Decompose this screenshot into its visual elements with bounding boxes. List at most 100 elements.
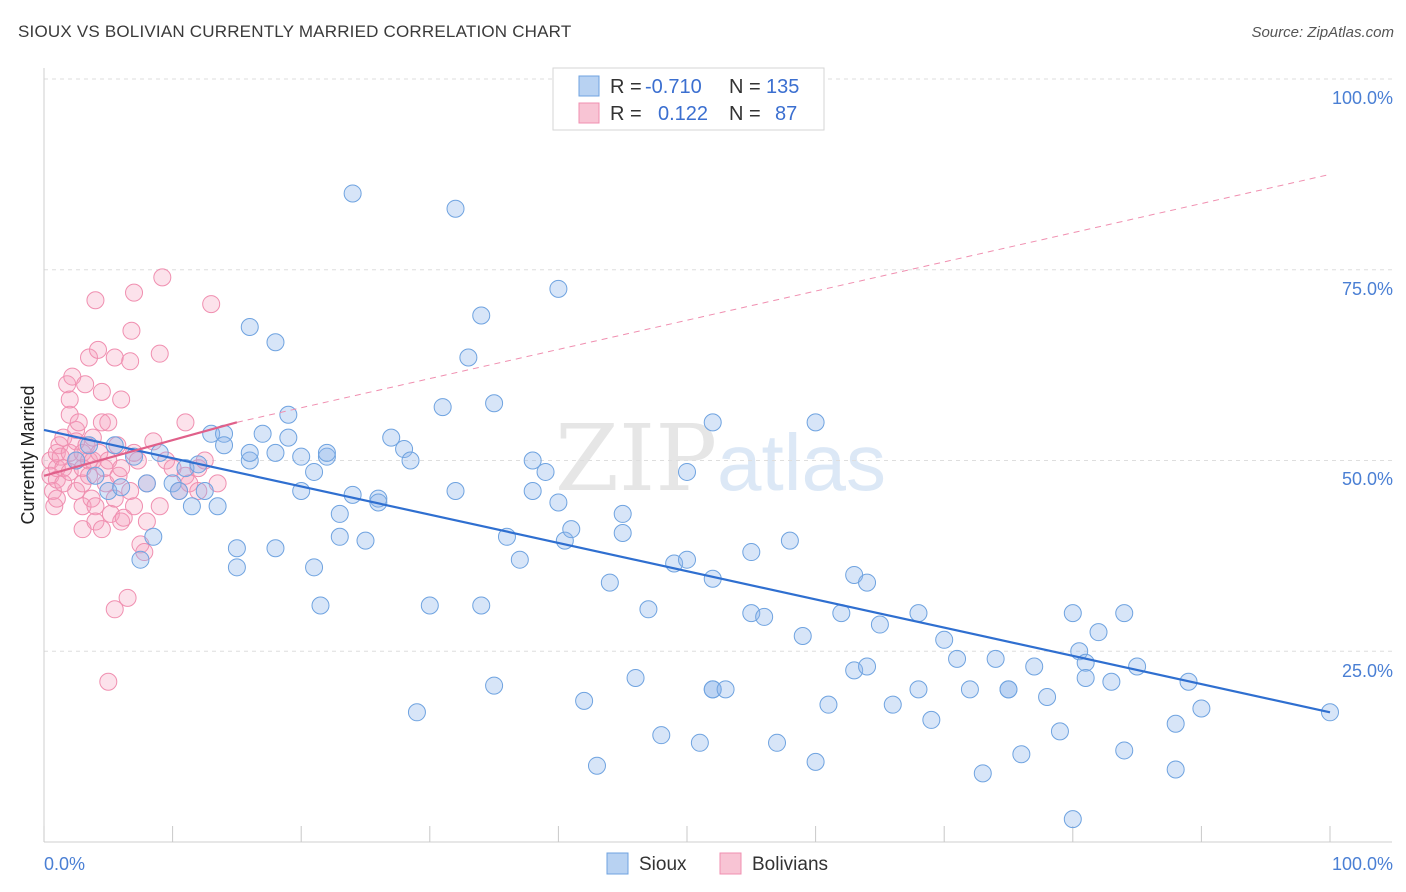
bolivians-point — [76, 375, 95, 394]
y-axis-title: Currently Married — [18, 385, 38, 524]
gridlines — [44, 78, 1392, 652]
sioux-point — [870, 615, 889, 634]
bolivians-point — [89, 340, 108, 359]
sioux-point — [1050, 722, 1069, 741]
sioux-point — [549, 279, 568, 298]
sioux-point — [1128, 657, 1147, 676]
bolivians-point — [105, 348, 124, 367]
sioux-point — [716, 680, 735, 699]
sioux-point — [986, 649, 1005, 668]
sioux-point — [703, 680, 722, 699]
bolivians-point — [92, 413, 111, 432]
sioux-point — [317, 447, 336, 466]
legend-sioux-r-label: R = — [610, 76, 642, 98]
sioux-point — [240, 451, 259, 470]
bolivians-point — [125, 497, 144, 516]
sioux-point — [343, 485, 362, 504]
sioux-point — [858, 657, 877, 676]
bolivians-point — [60, 443, 79, 462]
bolivians-point — [99, 672, 118, 691]
sioux-point — [86, 466, 105, 485]
sioux-point — [240, 317, 259, 336]
sioux-point — [806, 413, 825, 432]
sioux-point — [819, 695, 838, 714]
bolivians-point — [99, 413, 118, 432]
sioux-point — [356, 531, 375, 550]
sioux-point — [485, 394, 504, 413]
bolivians-point — [105, 600, 124, 619]
bolivians-point — [69, 413, 88, 432]
sioux-point — [1166, 714, 1185, 733]
trend-lines — [43, 173, 1331, 714]
sioux-point — [536, 462, 555, 481]
sioux-point — [626, 668, 645, 687]
sioux-point — [575, 691, 594, 710]
sioux-point — [163, 474, 182, 493]
legend-bolivians-n-value: 87 — [775, 103, 797, 125]
bolivians-point — [153, 268, 172, 287]
sioux-point — [330, 527, 349, 546]
sioux-point — [292, 447, 311, 466]
sioux-point — [587, 756, 606, 775]
bolivians-point — [92, 382, 111, 401]
sioux-point — [266, 333, 285, 352]
bottom-legend-sioux-swatch — [606, 852, 629, 875]
sioux-point — [1063, 810, 1082, 829]
sioux-point — [311, 596, 330, 615]
bolivians-point — [121, 482, 140, 501]
bolivians-point — [150, 344, 169, 363]
sioux-point — [208, 497, 227, 516]
bolivians-point — [80, 466, 99, 485]
sioux-point — [935, 630, 954, 649]
sioux-point — [279, 405, 298, 424]
legend-bolivians-swatch — [578, 102, 600, 124]
sioux-point — [446, 482, 465, 501]
sioux-point — [1115, 604, 1134, 623]
sioux-point — [1166, 760, 1185, 779]
watermark-zip: ZIP — [555, 405, 717, 512]
sioux-point — [266, 539, 285, 558]
bolivians-point — [86, 291, 105, 310]
bolivians-point — [118, 588, 137, 607]
sioux-point — [279, 428, 298, 447]
sioux-point — [407, 703, 426, 722]
sioux-point — [305, 558, 324, 577]
sioux-point — [240, 443, 259, 462]
bolivians-point — [60, 390, 79, 409]
sioux-point — [1076, 668, 1095, 687]
sioux-points — [67, 184, 1339, 829]
sioux-point — [1063, 604, 1082, 623]
legend-sioux-swatch — [578, 75, 600, 97]
bolivians-trend-line — [43, 421, 238, 477]
sioux-point — [1089, 623, 1108, 642]
sioux-point — [150, 443, 169, 462]
sioux-point — [227, 539, 246, 558]
sioux-point — [137, 474, 156, 493]
bolivians-point — [125, 283, 144, 302]
sioux-point — [678, 550, 696, 569]
sioux-point — [485, 676, 504, 695]
sioux-point — [317, 443, 336, 462]
sioux-point — [613, 504, 632, 523]
sioux-point — [382, 428, 401, 447]
sioux-point — [562, 520, 581, 539]
legend-sioux-n-value: 135 — [766, 76, 799, 98]
sioux-point — [549, 493, 568, 512]
sioux-point — [909, 604, 928, 623]
bolivians-point — [92, 520, 111, 539]
sioux-point — [182, 497, 201, 516]
legend-bolivians-r-label: R = — [610, 103, 642, 125]
sioux-point — [780, 531, 799, 550]
bolivians-point — [73, 497, 92, 516]
bolivians-point — [121, 352, 140, 371]
legend-sioux-r-value: -0.710 — [645, 76, 702, 98]
sioux-point — [433, 398, 452, 417]
bolivians-point — [112, 390, 131, 409]
y-tick-label-75: 75.0% — [1342, 279, 1393, 299]
sioux-point — [112, 478, 131, 497]
bottom-legend-bolivians-swatch — [719, 852, 742, 875]
sioux-point — [1025, 657, 1044, 676]
bolivians-point — [176, 413, 195, 432]
sioux-point — [703, 413, 722, 432]
